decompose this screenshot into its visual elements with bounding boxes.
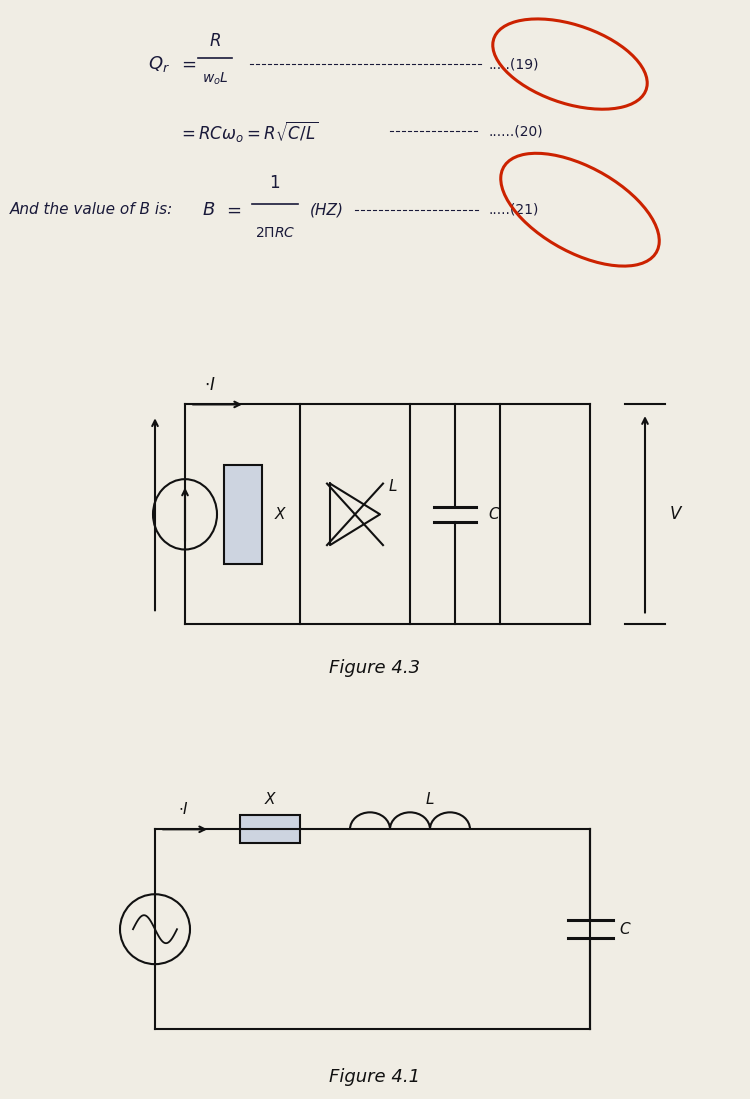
Text: $w_oL$: $w_oL$	[202, 70, 228, 87]
Text: $2\Pi RC$: $2\Pi RC$	[255, 226, 296, 240]
Text: X: X	[265, 792, 275, 807]
Text: $=$: $=$	[223, 201, 242, 219]
Text: Figure 4.3: Figure 4.3	[329, 659, 421, 677]
Text: $= RC\omega_o = R\sqrt{C/L}$: $= RC\omega_o = R\sqrt{C/L}$	[178, 119, 319, 144]
Text: L: L	[388, 479, 398, 495]
FancyBboxPatch shape	[224, 465, 262, 564]
Text: L: L	[426, 792, 434, 807]
Text: C: C	[489, 507, 500, 522]
Text: $B$: $B$	[202, 201, 215, 219]
Text: And the value of B is:: And the value of B is:	[10, 202, 173, 218]
Text: $Q_r$: $Q_r$	[148, 54, 170, 74]
Text: X: X	[274, 507, 285, 522]
Text: $R$: $R$	[209, 32, 221, 49]
Text: $=$: $=$	[178, 55, 197, 73]
Text: .....(19): .....(19)	[488, 57, 538, 71]
Text: .....(21): .....(21)	[488, 202, 538, 217]
Text: (HZ): (HZ)	[310, 202, 344, 218]
Text: Figure 4.1: Figure 4.1	[329, 1068, 421, 1086]
Text: C: C	[620, 922, 630, 936]
FancyBboxPatch shape	[240, 815, 300, 843]
Text: V: V	[669, 506, 681, 523]
Text: $1$: $1$	[269, 175, 280, 192]
Text: $\cdot I$: $\cdot I$	[178, 801, 188, 818]
Text: ......(20): ......(20)	[488, 124, 542, 138]
Text: $\cdot I$: $\cdot I$	[204, 376, 216, 393]
